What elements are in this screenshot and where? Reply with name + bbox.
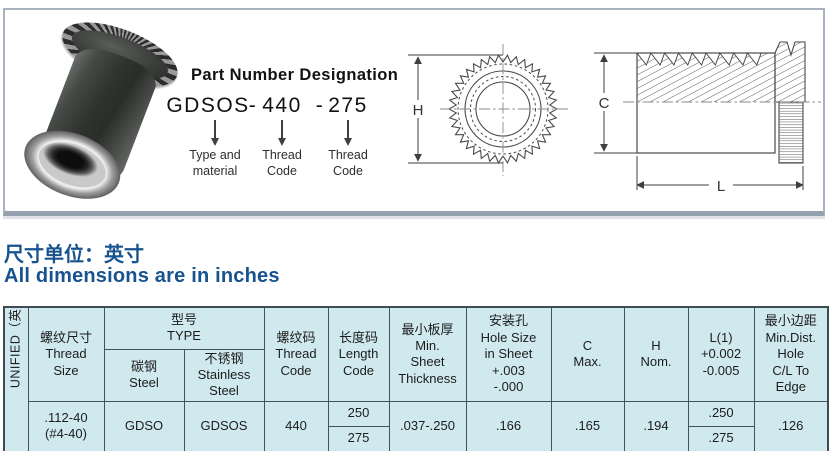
cell-min-sheet-thickness: .037-.250 [388,400,467,451]
row-group-label: UNIFIED（英制） [8,307,23,389]
body-outline [636,52,776,154]
side-view-drawing: C L [594,41,821,195]
part-number-title: Part Number Designation [191,66,399,84]
col-header-length-code: 长度码 Length Code [327,306,390,402]
down-arrow-icon [278,120,286,146]
col-header-min-dist: 最小边距 Min.Dist. Hole C/L To Edge [753,306,829,402]
table-row: .112-40 (#4-40) GDSO GDSOS 440 250 .037-… [4,400,829,451]
part-number-separator-2: - [315,94,325,117]
part-number-segment-length: 275 [328,94,368,117]
down-arrow-icon [344,120,352,146]
dimension-label-h: H [413,102,424,119]
cell-thread-code: 440 [263,400,329,451]
dimensions-table: UNIFIED（英制） 螺纹尺寸 Thread Size 型号 TYPE 螺纹码… [3,306,829,451]
cell-h-nom: .194 [623,400,689,451]
col-header-stainless: 不锈钢 Stainless Steel [183,348,265,402]
cell-hole-size: .166 [465,400,552,451]
row-group-unified: UNIFIED（英制） [3,306,29,451]
segment-label-thread: Thread Code [262,148,302,178]
dimension-label-c: C [599,95,610,112]
cell-length-code-2: 275 [327,425,390,451]
segment-label-type: Type and material [189,148,241,178]
cell-stainless-part: GDSOS [183,400,265,451]
part-number-panel: Part Number Designation GDSOS - 440 - 27… [3,8,825,216]
col-header-thread-size: 螺纹尺寸 Thread Size [27,306,105,402]
part-number-segment-thread: 440 [262,94,302,117]
col-header-l1: L(1) +0.002 -0.005 [687,306,755,402]
dimension-label-l: L [717,178,725,195]
cell-steel-part: GDSO [103,400,185,451]
cell-l1-2: .275 [687,425,755,451]
units-note-zh: 尺寸单位：英寸 [4,244,144,266]
col-header-steel: 碳钢 Steel [103,348,185,402]
col-header-thread-code: 螺纹码 Thread Code [263,306,329,402]
head-flange [774,41,806,103]
units-note-en: All dimensions are in inches [4,265,280,287]
cell-min-dist: .126 [753,400,829,451]
col-header-h-nom: H Nom. [623,306,689,402]
down-arrow-icon [211,120,219,146]
cell-length-code-1: 250 [327,400,390,427]
knurled-collar [778,101,804,164]
col-header-type: 型号 TYPE [103,306,265,350]
cell-thread-size: .112-40 (#4-40) [27,400,105,451]
segment-label-length: Thread Code [328,148,368,178]
front-view-drawing: H [408,44,570,176]
cell-c-max: .165 [550,400,625,451]
table-row: 275 .275 [4,425,828,451]
part-number-segment-type: GDSOS [166,94,250,117]
cell-l1-1: .250 [687,400,755,427]
col-header-hole-size: 安装孔 Hole Size in Sheet +.003 -.000 [465,306,552,402]
col-header-min-sheet-thickness: 最小板厚 Min. Sheet Thickness [388,306,467,402]
col-header-c-max: C Max. [550,306,625,402]
centerlines [440,44,570,176]
part-number-separator-1: - [248,94,258,117]
